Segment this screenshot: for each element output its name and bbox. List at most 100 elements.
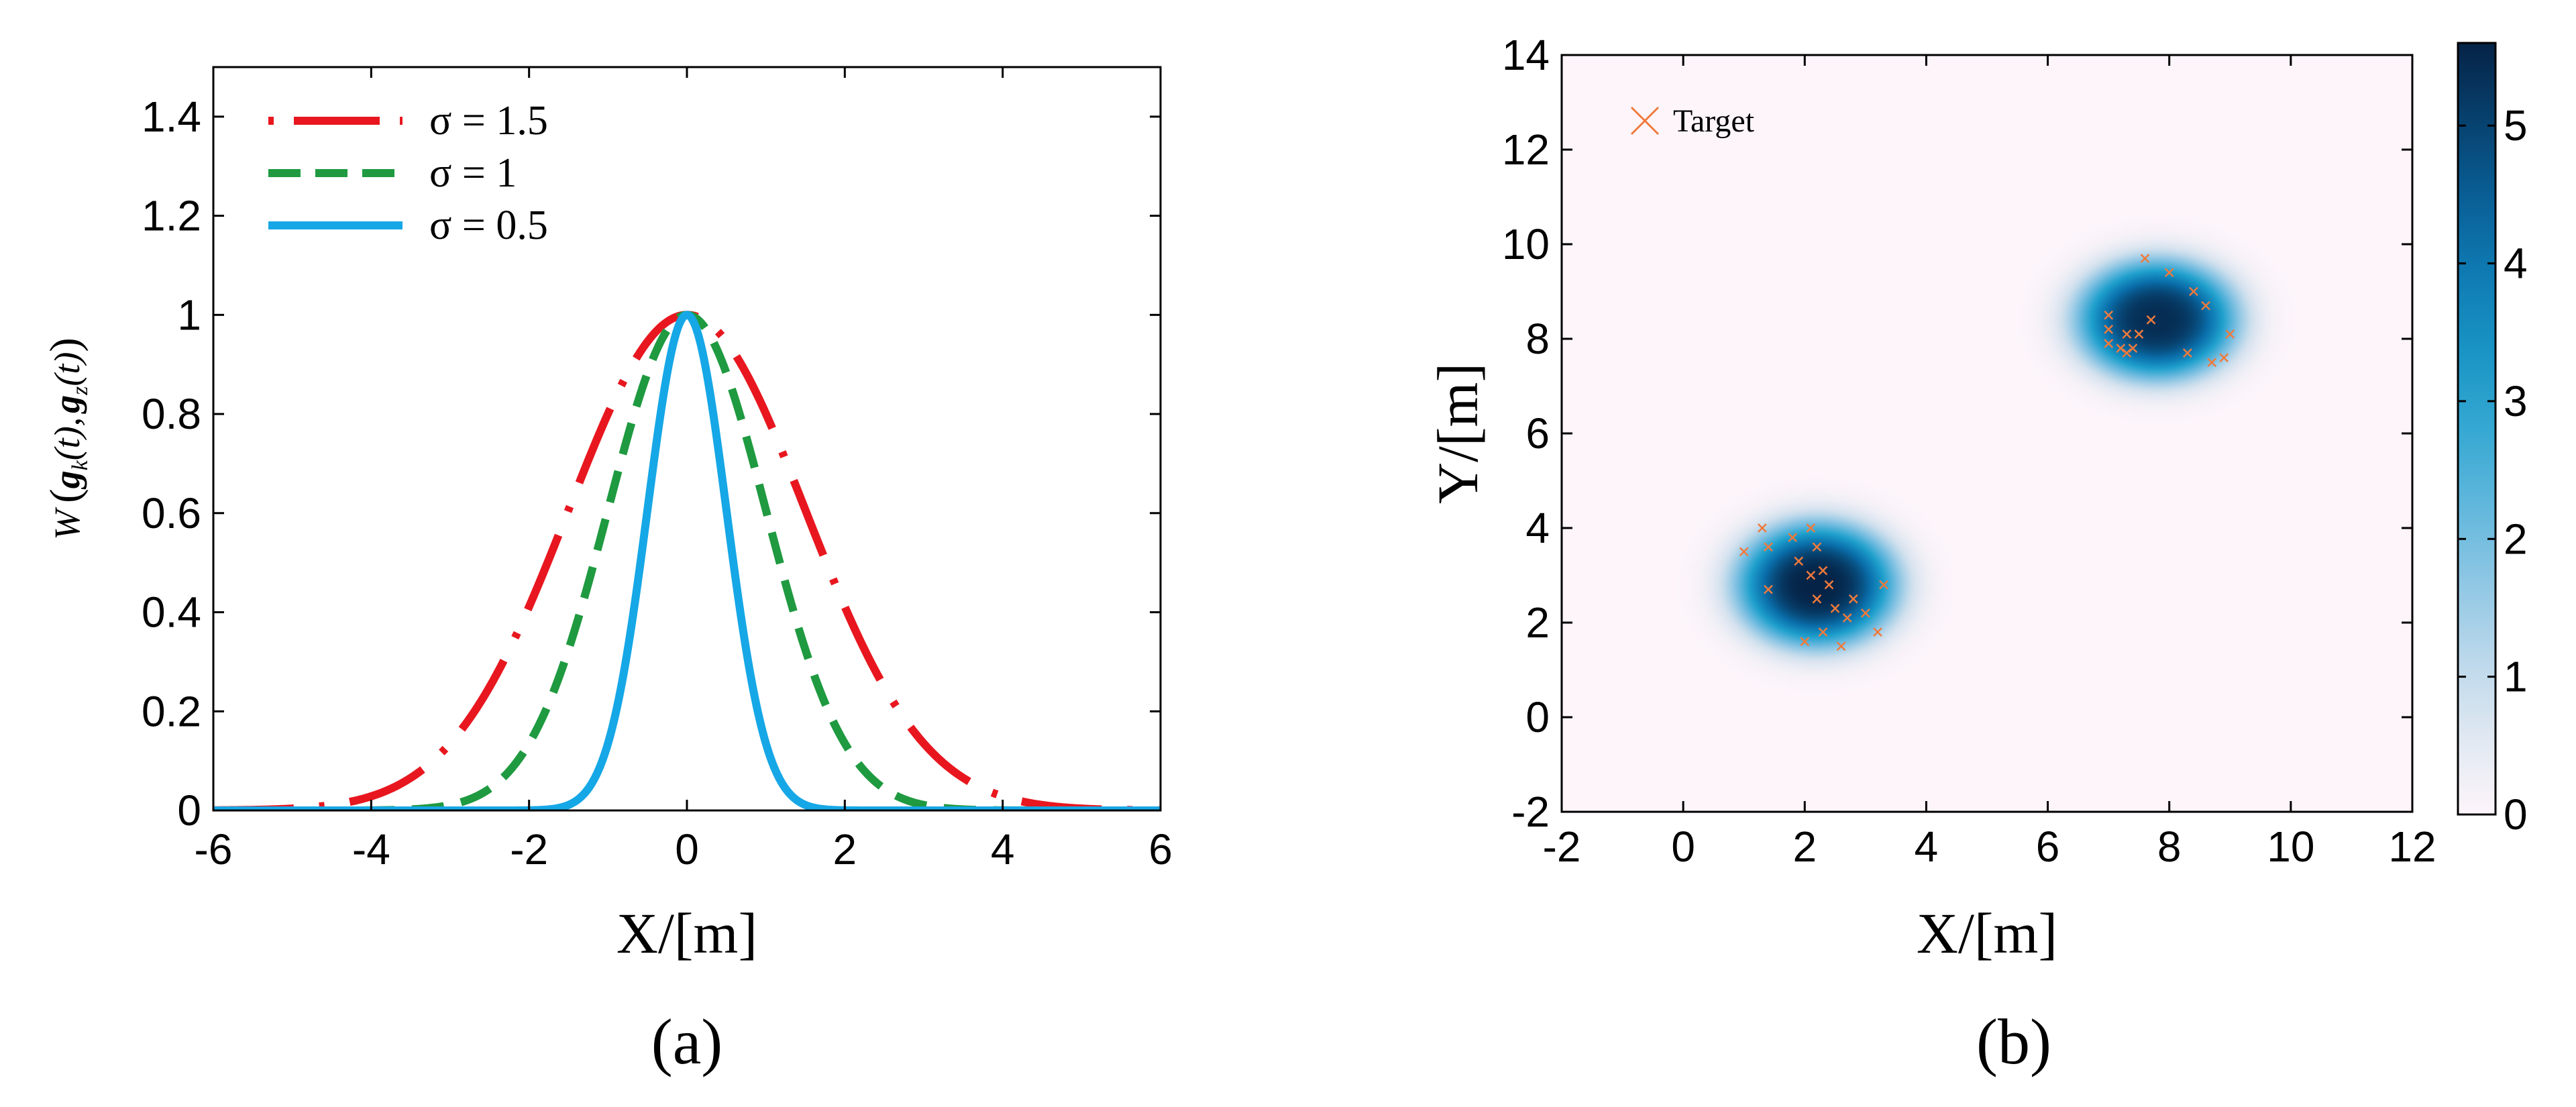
y-tick-label-a: 1 — [177, 291, 201, 339]
target-marker — [1842, 613, 1852, 623]
plot-area-a — [213, 67, 1161, 810]
y-tick-label-b: 0 — [1525, 693, 1550, 741]
target-marker — [1806, 570, 1816, 580]
ticks-a: -6 -4 -2 0 2 4 6 0 0.2 0.4 0.6 0.8 1 1.2 1.4 — [142, 67, 1173, 874]
target-marker — [2128, 344, 2138, 353]
colorbar-tick-label: 3 — [2504, 377, 2528, 425]
x-tick-label-b: 0 — [1671, 823, 1695, 871]
target-marker — [2104, 310, 2114, 320]
target-marker — [1788, 533, 1798, 542]
y-tick-label-a: 1.4 — [142, 93, 201, 141]
x-tick-label-b: 2 — [1792, 823, 1817, 871]
legend-marker-b — [1630, 106, 1660, 136]
target-marker — [1824, 580, 1834, 590]
x-tick-label-a: 2 — [833, 825, 857, 874]
x-tick-label-a: -2 — [510, 825, 548, 874]
target-marker — [1794, 556, 1804, 566]
x-tick-label-b: 6 — [2036, 823, 2060, 871]
x-tick-label-b: 12 — [2388, 823, 2436, 871]
x-tick-label-a: 4 — [991, 825, 1015, 874]
target-marker — [1812, 594, 1822, 604]
legend-a: σ = 1.5 σ = 1 σ = 0.5 — [268, 98, 548, 248]
y-tick-label-a: 0.2 — [142, 687, 201, 735]
target-marker — [1873, 627, 1882, 637]
target-marker — [2207, 358, 2216, 368]
y-tick-label-a: 0.6 — [142, 489, 201, 537]
x-tick-label-b: 4 — [1915, 823, 1939, 871]
y-tick-label-b: 12 — [1502, 125, 1550, 174]
target-marker — [2219, 353, 2229, 363]
x-tick-label-a: -6 — [195, 825, 233, 874]
target-marker — [1879, 580, 1888, 590]
target-marker — [1848, 594, 1858, 604]
x-tick-label-b: 10 — [2267, 823, 2314, 871]
colorbar-tick-label: 4 — [2504, 240, 2528, 288]
y-tick-label-b: -2 — [1511, 788, 1550, 836]
target-marker — [1739, 547, 1749, 557]
target-marker — [2134, 329, 2144, 339]
target-marker — [1836, 641, 1846, 651]
x-axis-label-a: X/[m] — [616, 901, 757, 965]
target-marker — [2122, 329, 2132, 339]
target-marker — [2201, 301, 2210, 311]
target-marker — [2122, 348, 2132, 358]
series-line-sigma-0-5 — [213, 311, 1161, 810]
colorbar-ticks: 0 1 2 3 4 5 — [2458, 101, 2528, 839]
x-axis-label-b: X/[m] — [1917, 901, 2057, 965]
legend-label-b: Target — [1673, 103, 1755, 139]
legend-label-a: σ = 1 — [429, 150, 517, 196]
colorbar-tick-label: 5 — [2504, 101, 2528, 150]
x-tick-label-a: 6 — [1148, 825, 1173, 874]
y-tick-label-b: 4 — [1525, 504, 1550, 552]
x-tick-label-b: -2 — [1543, 823, 1581, 871]
heatmap-image — [1562, 55, 2412, 812]
target-marker — [2183, 348, 2192, 358]
target-marker — [2104, 325, 2114, 334]
target-marker — [2189, 286, 2198, 297]
legend-label-a: σ = 0.5 — [429, 203, 548, 248]
target-marker — [2116, 344, 2126, 353]
target-marker — [2104, 339, 2114, 348]
target-marker — [1800, 637, 1810, 647]
y-tick-label-b: 8 — [1525, 315, 1550, 363]
panel-a: -6 -4 -2 0 2 4 600.20.40.60.811.21.4 σ = 1.5σ … — [41, 66, 1173, 1077]
target-marker — [2225, 329, 2235, 339]
target-marker — [1860, 609, 1870, 618]
target-marker — [1818, 566, 1828, 576]
x-tick-label-a: 0 — [675, 825, 699, 874]
svg-text:W(gk(t),gz(t)): W(gk(t),gz(t)) — [41, 337, 93, 539]
target-marker — [2164, 268, 2174, 278]
colorbar-tick-label: 0 — [2504, 790, 2528, 839]
y-tick-label-b: 2 — [1525, 598, 1550, 647]
caption-a: (a) — [651, 1006, 723, 1077]
y-tick-label-a: 0.4 — [142, 588, 201, 637]
y-tick-label-b: 10 — [1502, 220, 1550, 268]
y-tick-label-a: 1.2 — [142, 192, 201, 240]
target-marker — [1812, 542, 1822, 552]
caption-b: (b) — [1976, 1006, 2051, 1077]
y-axis-label-a: W(gk(t),gz(t)) — [41, 337, 93, 539]
target-markers — [1739, 254, 2235, 651]
y-tick-label-b: 6 — [1525, 409, 1550, 458]
y-tick-label-a: 0.8 — [142, 390, 201, 438]
legend-b: Target — [1630, 103, 1755, 139]
target-marker — [1758, 523, 1767, 533]
x-tick-label-b: 8 — [2157, 823, 2182, 871]
target-marker — [1806, 523, 1816, 533]
target-marker — [1830, 603, 1840, 613]
x-tick-label-a: -4 — [352, 825, 390, 874]
colorbar — [2457, 42, 2497, 816]
y-tick-label-b: 14 — [1502, 31, 1550, 79]
ticks-b: -2 0 2 4 6 8 10 12 -2 0 2 4 6 8 10 12 14 — [1502, 31, 2436, 871]
legend-label-a: σ = 1.5 — [429, 98, 548, 144]
y-axis-label-b: Y/[m] — [1426, 363, 1490, 504]
target-marker — [2146, 315, 2156, 325]
y-tick-label-a: 0 — [177, 786, 201, 835]
target-marker — [1818, 627, 1828, 637]
target-marker — [1764, 542, 1773, 552]
colorbar-tick-label: 1 — [2504, 653, 2528, 701]
colorbar-tick-label: 2 — [2504, 515, 2528, 563]
target-marker — [1764, 584, 1773, 594]
